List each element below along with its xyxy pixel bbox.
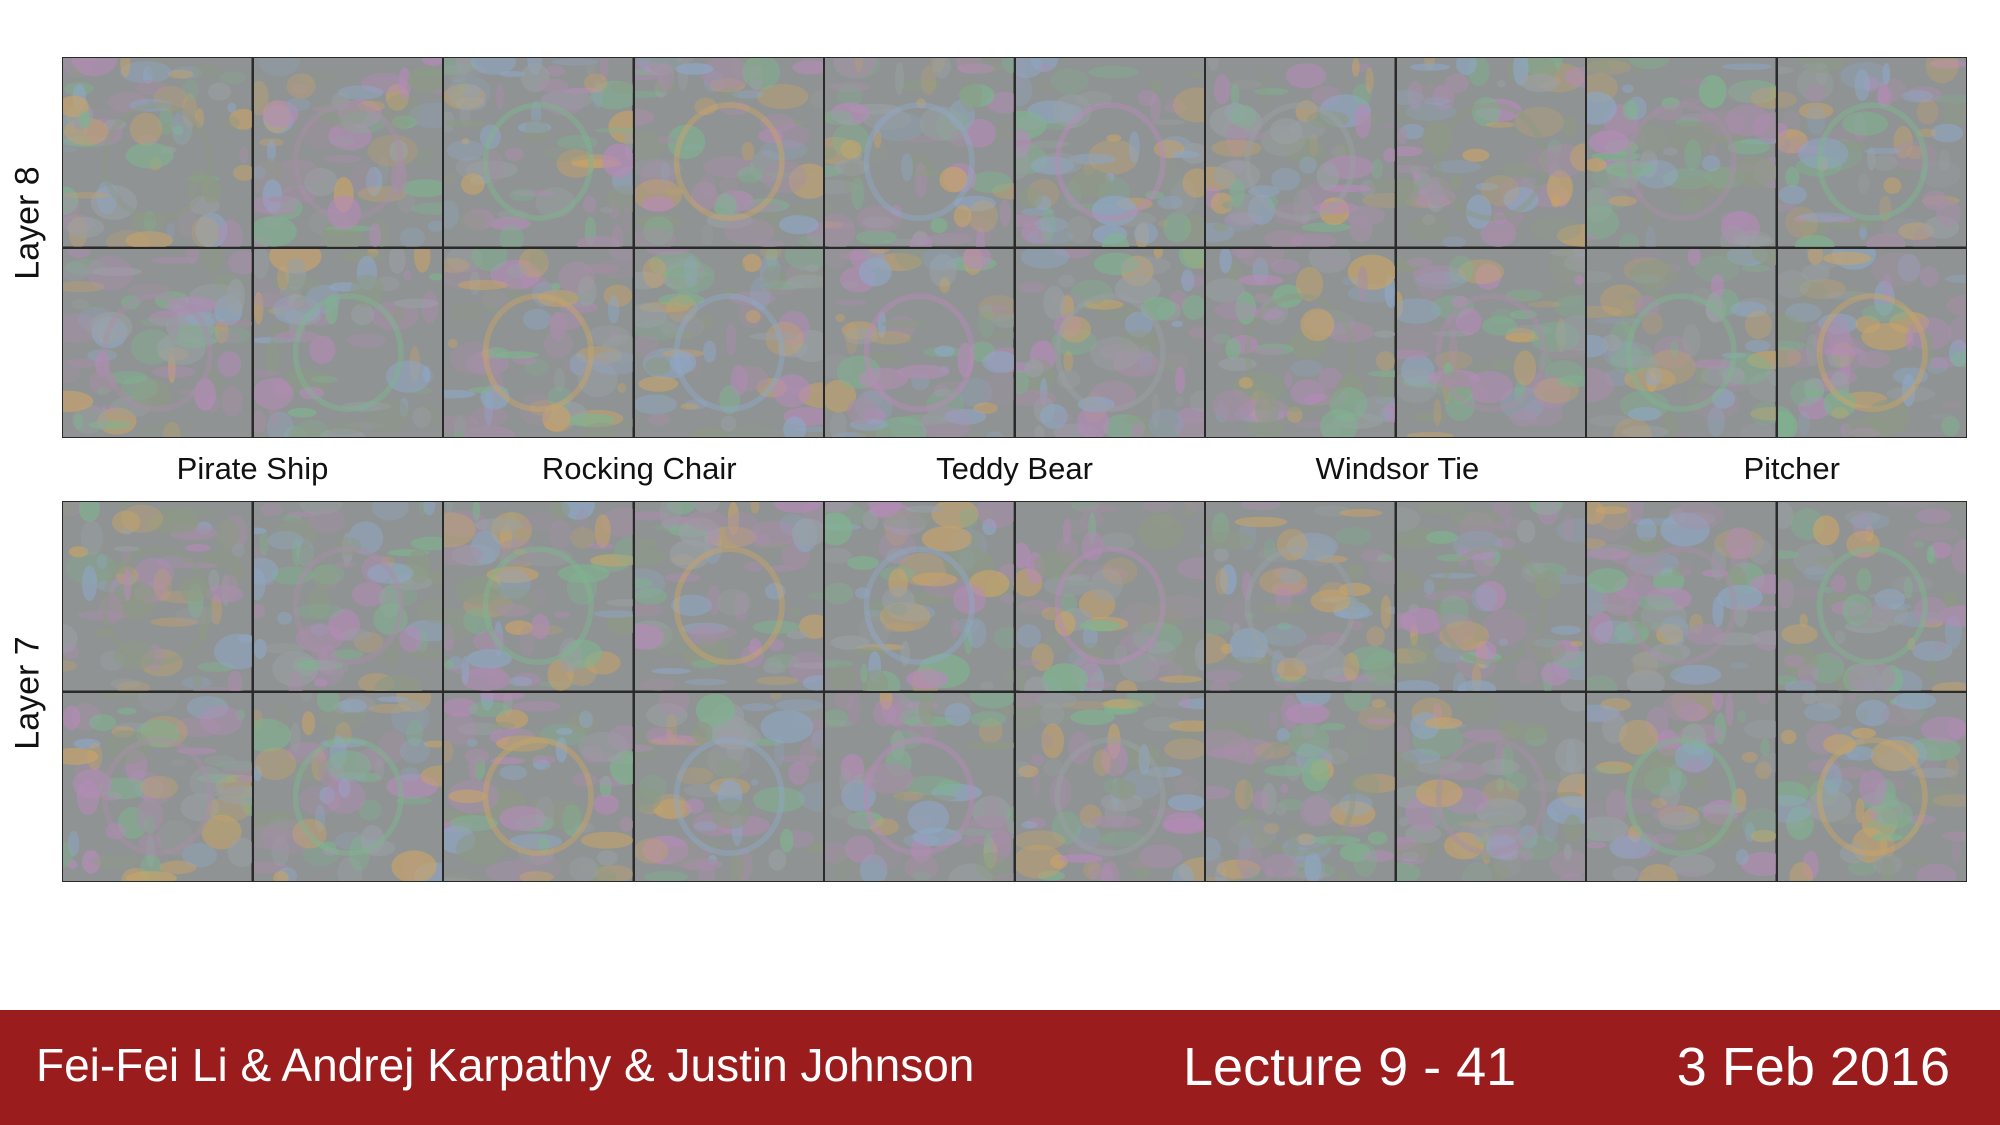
- class-label-windsor-tie: Windsor Tie: [1315, 451, 1480, 486]
- layer-8-windsor-tie-image: [1396, 58, 1585, 247]
- layer-7-rocking-chair-image: [634, 692, 823, 881]
- layer-8-rocking-chair-image: [634, 58, 823, 247]
- layer-7-teddy-bear-image: [825, 692, 1014, 881]
- layer-8-pirate-ship-image: [63, 58, 252, 247]
- layer-8-pirate-ship-image: [63, 248, 252, 437]
- layer-7-rocking-chair-image: [444, 502, 633, 691]
- layer-8-windsor-tie-image: [1206, 58, 1395, 247]
- layer-7-pirate-ship-image: [63, 692, 252, 881]
- layer-8-pirate-ship-image: [253, 58, 442, 247]
- layer-7-pitcher-image: [1777, 692, 1966, 881]
- layer-8-pitcher-image: [1587, 248, 1776, 437]
- layer-7-windsor-tie-image: [1206, 692, 1395, 881]
- layer-8-teddy-bear-image: [1015, 58, 1204, 247]
- layer-7-windsor-tie-image: [1396, 502, 1585, 691]
- layer-7-pitcher-image: [1587, 502, 1776, 691]
- layer-8-teddy-bear-image: [825, 58, 1014, 247]
- layer-7-pirate-ship-image: [253, 502, 442, 691]
- layer-8-windsor-tie-image: [1396, 248, 1585, 437]
- class-label-pitcher: Pitcher: [1743, 451, 1840, 486]
- class-label-rocking-chair: Rocking Chair: [541, 451, 737, 486]
- layer-7-pitcher-image: [1587, 692, 1776, 881]
- layer-7-visualization-grid: [62, 501, 1967, 882]
- footer-authors: Fei-Fei Li & Andrej Karpathy & Justin Jo…: [36, 1039, 975, 1091]
- layer-7-teddy-bear-image: [1015, 502, 1204, 691]
- layer-8-pitcher-image: [1777, 58, 1966, 247]
- layer-7-teddy-bear-image: [1015, 692, 1204, 881]
- layer-8-visualization-grid: [62, 57, 1967, 438]
- layer-8-windsor-tie-image: [1206, 248, 1395, 437]
- slide-footer: Fei-Fei Li & Andrej Karpathy & Justin Jo…: [0, 1010, 2000, 1125]
- layer-7-rocking-chair-image: [634, 502, 823, 691]
- layer-8-teddy-bear-image: [1015, 248, 1204, 437]
- layer-7-windsor-tie-image: [1396, 692, 1585, 881]
- layer-7-pirate-ship-image: [63, 502, 252, 691]
- layer-8-pirate-ship-image: [253, 248, 442, 437]
- layer-8-rocking-chair-image: [444, 248, 633, 437]
- layer-7-rocking-chair-image: [444, 692, 633, 881]
- layer-7-pirate-ship-image: [253, 692, 442, 881]
- footer-date: 3 Feb 2016: [1676, 1037, 1950, 1097]
- class-label-teddy-bear: Teddy Bear: [936, 451, 1093, 486]
- footer-lecture: Lecture 9 - 41: [1183, 1037, 1517, 1097]
- layer-8-rocking-chair-image: [444, 58, 633, 247]
- layer-7-windsor-tie-image: [1206, 502, 1395, 691]
- layer-8-teddy-bear-image: [825, 248, 1014, 437]
- layer-8-rocking-chair-image: [634, 248, 823, 437]
- layer-8-pitcher-image: [1777, 248, 1966, 437]
- class-labels: Pirate Ship Rocking Chair Teddy Bear Win…: [62, 445, 1967, 495]
- layer-8-pitcher-image: [1587, 58, 1776, 247]
- class-label-pirate-ship: Pirate Ship: [176, 451, 329, 486]
- layer-7-teddy-bear-image: [825, 502, 1014, 691]
- layer-7-pitcher-image: [1777, 502, 1966, 691]
